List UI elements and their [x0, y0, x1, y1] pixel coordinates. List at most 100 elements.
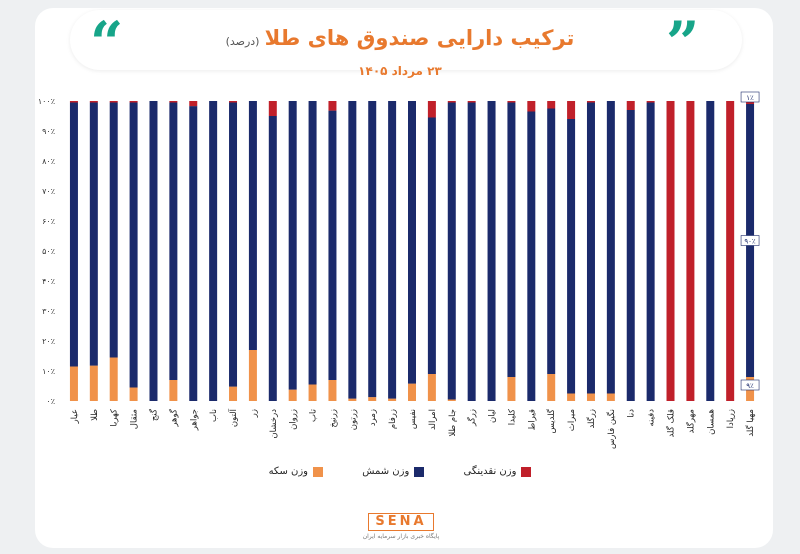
bar-segment-cash: [646, 101, 655, 103]
quote-open-icon: “: [90, 9, 124, 77]
bar-segment-cash: [746, 101, 755, 104]
bar-segment-cash: [527, 101, 536, 112]
bar-segment-cash: [328, 101, 337, 111]
x-tick-label: گنج: [148, 408, 159, 421]
data-label-box: [740, 235, 760, 246]
bar-segment-bullion: [527, 111, 536, 401]
y-tick-label: ۱۰٪: [42, 367, 55, 376]
legend-item-coin: وزن سکه: [268, 466, 324, 477]
bar-segment-coin: [427, 374, 436, 401]
chart-title-unit: (درصد): [225, 35, 260, 48]
bar-segment-bullion: [288, 101, 297, 390]
x-tick-label: قیراط: [527, 409, 537, 431]
bar-segment-bullion: [248, 101, 257, 350]
chart-date: ۲۳ مرداد ۱۴۰۵: [358, 64, 442, 78]
y-tick-label: ۱۰۰٪: [38, 97, 55, 106]
bar-segment-coin: [69, 366, 78, 401]
sena-logo-tagline: پایگاه خبری بازار سرمایه ایران: [362, 533, 440, 540]
y-tick-label: ۷۰٪: [42, 187, 55, 196]
bar-segment-coin: [229, 386, 238, 401]
bar-segment-cash: [109, 101, 118, 103]
x-tick-label: عیار: [70, 409, 80, 424]
y-tick-label: ۲۰٪: [42, 337, 55, 346]
bar-segment-bullion: [427, 117, 436, 374]
bar-segment-bullion: [129, 102, 138, 388]
bar-segment-bullion: [606, 101, 615, 394]
bar-segment-cash: [427, 101, 436, 118]
bar-segment-bullion: [408, 101, 416, 384]
bar-segment-bullion: [388, 101, 397, 399]
bar-segment-coin: [248, 350, 257, 401]
bar-segment-cash: [229, 101, 238, 103]
title-banner: [70, 10, 742, 70]
bar-segment-cash: [726, 101, 735, 401]
bar-segment-coin: [368, 397, 377, 401]
bar-segment-bullion: [646, 102, 655, 401]
bar-segment-bullion: [229, 102, 238, 387]
x-tick-label: میراث: [567, 409, 577, 431]
bar-segment-cash: [69, 101, 78, 103]
bar-segment-cash: [547, 101, 556, 109]
x-tick-label: درخشان: [269, 409, 279, 439]
x-tick-label: مهرگلد: [685, 409, 696, 433]
legend-swatch-bullion: [414, 466, 425, 477]
x-tick-label: زرگر: [467, 409, 478, 427]
bar-segment-coin: [586, 393, 595, 401]
data-label: ۹۰٪: [744, 238, 756, 246]
bar-segment-cash: [567, 101, 576, 119]
sena-logo-text: SENA: [368, 513, 434, 531]
bar-segment-bullion: [189, 106, 198, 401]
bar-segment-bullion: [626, 110, 635, 401]
x-tick-label: قلک گلد: [666, 409, 677, 438]
bar-segment-coin: [348, 398, 357, 401]
bar-segment-bullion: [487, 101, 496, 401]
x-tick-label: آلتون: [227, 408, 239, 427]
bar-segment-bullion: [308, 101, 317, 385]
x-tick-label: زر: [249, 409, 259, 418]
x-tick-label: نفیس: [408, 409, 418, 429]
bar-segment-bullion: [586, 102, 595, 394]
bar-segment-cash: [447, 101, 456, 103]
bar-segment-bullion: [109, 102, 118, 358]
bar-segment-cash: [586, 101, 595, 103]
data-label: ۱٪: [746, 94, 754, 102]
legend-swatch-cash: [521, 466, 532, 477]
bar-segment-bullion: [706, 101, 715, 401]
data-label-box: [740, 379, 760, 391]
bar-segment-bullion: [89, 102, 98, 366]
bar-segment-bullion: [149, 101, 158, 401]
x-tick-label: زرنیخ: [328, 409, 338, 428]
x-tick-label: زروان: [289, 409, 299, 430]
bar-segment-coin: [109, 357, 118, 401]
bar-segment-coin: [507, 377, 516, 401]
data-label: ۹٪: [746, 382, 754, 390]
legend-label-coin: وزن سکه: [268, 466, 309, 477]
bar-segment-coin: [447, 399, 456, 401]
bar-segment-coin: [288, 389, 297, 401]
bar-segment-bullion: [69, 102, 78, 367]
x-tick-label: جام طلا: [448, 409, 458, 437]
bar-segment-bullion: [507, 102, 516, 377]
bar-segment-coin: [89, 365, 98, 401]
bar-segment-coin: [547, 374, 556, 401]
data-label-box: [740, 91, 760, 103]
x-tick-label: امرالد: [428, 409, 438, 430]
x-tick-label: زرتون: [348, 409, 358, 430]
x-tick-label: کلیدا: [507, 408, 517, 425]
bar-segment-coin: [408, 383, 416, 401]
bar-segment-bullion: [368, 101, 377, 398]
legend-swatch-coin: [313, 466, 324, 477]
bar-segment-cash: [666, 101, 675, 401]
x-tick-label: کهربا: [110, 408, 120, 427]
quote-close-icon: ”: [666, 9, 700, 77]
chart-title: ترکیب دارایی صندوق های طلا (درصد): [0, 26, 800, 50]
bar-segment-cash: [686, 101, 695, 401]
x-tick-label: جواهر: [189, 409, 199, 431]
bar-segment-cash: [189, 101, 198, 107]
bar-segment-coin: [328, 380, 337, 401]
y-tick-label: ۰٪: [46, 397, 55, 406]
bar-segment-bullion: [209, 101, 218, 401]
bar-segment-cash: [626, 101, 635, 110]
x-tick-label: زرگلد: [586, 409, 597, 429]
x-tick-label: دنا: [627, 409, 637, 418]
